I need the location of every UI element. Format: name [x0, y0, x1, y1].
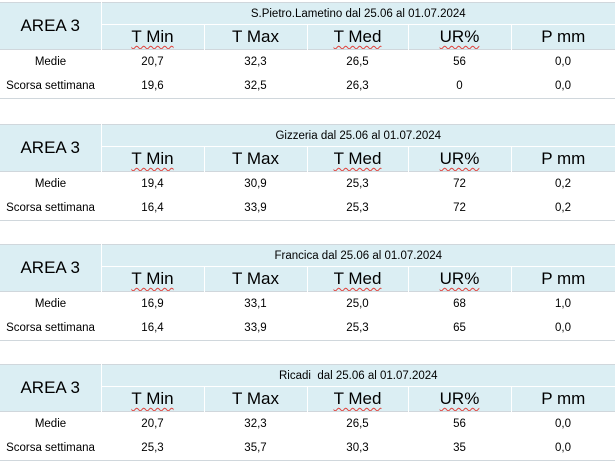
row-label: Medie [0, 411, 101, 436]
table-row-scorsa-settimana: Scorsa settimana 19,6 32,5 26,3 0 0,0 [0, 74, 615, 99]
station-block-gizzeria: AREA 3 Gizzeria dal 25.06 al 01.07.2024 … [0, 124, 615, 221]
row-label: Scorsa settimana [0, 316, 101, 341]
cell-t-max: 33,9 [204, 316, 307, 341]
table-row-scorsa-settimana: Scorsa settimana 25,3 35,7 30,3 35 0,0 [0, 436, 615, 461]
station-title: S.Pietro.Lametino dal 25.06 al 01.07.202… [101, 2, 615, 25]
cell-t-max: 32,3 [204, 49, 307, 74]
cell-t-med: 25,3 [307, 316, 408, 341]
table-row-scorsa-settimana: Scorsa settimana 16,4 33,9 25,3 65 0,0 [0, 316, 615, 341]
station-table: AREA 3 Gizzeria dal 25.06 al 01.07.2024 … [0, 124, 615, 221]
cell-t-min: 20,7 [101, 411, 204, 436]
station-title: Gizzeria dal 25.06 al 01.07.2024 [101, 124, 615, 147]
cell-t-max: 32,5 [204, 74, 307, 99]
table-row-medie: Medie 16,9 33,1 25,0 68 1,0 [0, 291, 615, 316]
col-head-p-mm: P mm [511, 386, 615, 412]
cell-t-min: 19,4 [101, 171, 204, 196]
cell-t-max: 35,7 [204, 436, 307, 461]
col-head-t-min: T Min [101, 386, 205, 412]
cell-t-min: 16,4 [101, 316, 204, 341]
cell-t-med: 26,5 [307, 49, 408, 74]
col-head-ur: UR% [408, 266, 512, 292]
cell-t-max: 33,1 [204, 291, 307, 316]
col-head-t-min: T Min [101, 146, 205, 172]
row-label: Scorsa settimana [0, 436, 101, 461]
cell-p-mm: 0,0 [511, 436, 615, 461]
cell-t-min: 16,9 [101, 291, 204, 316]
cell-t-med: 26,5 [307, 411, 408, 436]
cell-ur: 0 [408, 74, 511, 99]
cell-t-med: 25,3 [307, 171, 408, 196]
station-title: Ricadi dal 25.06 al 01.07.2024 [101, 364, 615, 387]
col-head-p-mm: P mm [511, 266, 615, 292]
station-block-francica: AREA 3 Francica dal 25.06 al 01.07.2024 … [0, 244, 615, 341]
cell-ur: 65 [408, 316, 511, 341]
table-row-scorsa-settimana: Scorsa settimana 16,4 33,9 25,3 72 0,2 [0, 196, 615, 221]
area-label: AREA 3 [0, 244, 102, 292]
col-head-t-max: T Max [204, 24, 308, 50]
cell-t-max: 32,3 [204, 411, 307, 436]
cell-p-mm: 0,0 [511, 316, 615, 341]
col-head-p-mm: P mm [511, 24, 615, 50]
col-head-t-min: T Min [101, 24, 205, 50]
cell-ur: 35 [408, 436, 511, 461]
row-label: Medie [0, 171, 101, 196]
area-label: AREA 3 [0, 2, 102, 50]
col-head-t-max: T Max [204, 146, 308, 172]
cell-p-mm: 0,0 [511, 411, 615, 436]
cell-ur: 72 [408, 171, 511, 196]
cell-t-med: 30,3 [307, 436, 408, 461]
col-head-t-med: T Med [307, 146, 409, 172]
cell-t-med: 25,0 [307, 291, 408, 316]
cell-ur: 56 [408, 411, 511, 436]
cell-t-med: 25,3 [307, 196, 408, 221]
col-head-t-min: T Min [101, 266, 205, 292]
cell-p-mm: 0,0 [511, 49, 615, 74]
cell-t-max: 33,9 [204, 196, 307, 221]
cell-t-min: 19,6 [101, 74, 204, 99]
cell-p-mm: 0,0 [511, 74, 615, 99]
cell-t-max: 30,9 [204, 171, 307, 196]
col-head-ur: UR% [408, 146, 512, 172]
station-table: AREA 3 Ricadi dal 25.06 al 01.07.2024 T … [0, 364, 615, 461]
row-label: Scorsa settimana [0, 196, 101, 221]
table-row-medie: Medie 20,7 32,3 26,5 56 0,0 [0, 411, 615, 436]
area-label: AREA 3 [0, 124, 102, 172]
cell-p-mm: 0,2 [511, 196, 615, 221]
row-label: Scorsa settimana [0, 74, 101, 99]
col-head-p-mm: P mm [511, 146, 615, 172]
cell-ur: 56 [408, 49, 511, 74]
cell-t-min: 20,7 [101, 49, 204, 74]
station-title: Francica dal 25.06 al 01.07.2024 [101, 244, 615, 267]
cell-t-min: 25,3 [101, 436, 204, 461]
area-label: AREA 3 [0, 364, 102, 412]
cell-ur: 68 [408, 291, 511, 316]
col-head-t-max: T Max [204, 266, 308, 292]
col-head-ur: UR% [408, 386, 512, 412]
station-block-s-pietro-lametino: AREA 3 S.Pietro.Lametino dal 25.06 al 01… [0, 2, 615, 99]
cell-p-mm: 0,2 [511, 171, 615, 196]
col-head-ur: UR% [408, 24, 512, 50]
table-row-medie: Medie 19,4 30,9 25,3 72 0,2 [0, 171, 615, 196]
cell-t-min: 16,4 [101, 196, 204, 221]
row-label: Medie [0, 291, 101, 316]
station-table: AREA 3 Francica dal 25.06 al 01.07.2024 … [0, 244, 615, 341]
cell-p-mm: 1,0 [511, 291, 615, 316]
cell-t-med: 26,3 [307, 74, 408, 99]
cell-ur: 72 [408, 196, 511, 221]
station-table: AREA 3 S.Pietro.Lametino dal 25.06 al 01… [0, 2, 615, 99]
col-head-t-max: T Max [204, 386, 308, 412]
col-head-t-med: T Med [307, 266, 409, 292]
col-head-t-med: T Med [307, 24, 409, 50]
table-row-medie: Medie 20,7 32,3 26,5 56 0,0 [0, 49, 615, 74]
station-block-ricadi: AREA 3 Ricadi dal 25.06 al 01.07.2024 T … [0, 364, 615, 461]
col-head-t-med: T Med [307, 386, 409, 412]
row-label: Medie [0, 49, 101, 74]
